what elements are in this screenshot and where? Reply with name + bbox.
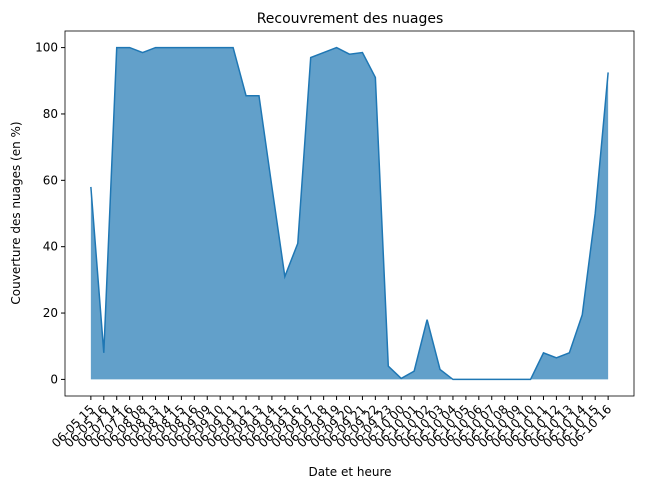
y-tick-label: 0 (50, 372, 58, 386)
area-fill (90, 47, 609, 380)
y-tick-label: 20 (43, 306, 58, 320)
y-axis-label: Couverture des nuages (en %) (9, 121, 23, 304)
x-axis-label: Date et heure (308, 465, 391, 479)
chart-title: Recouvrement des nuages (257, 11, 444, 27)
plot-frame (64, 30, 635, 397)
area-line (90, 46, 609, 381)
y-tick-label: 80 (43, 107, 58, 121)
y-tick-label: 100 (35, 41, 58, 55)
y-tick-label: 60 (43, 173, 58, 187)
y-tick-label: 40 (43, 240, 58, 254)
